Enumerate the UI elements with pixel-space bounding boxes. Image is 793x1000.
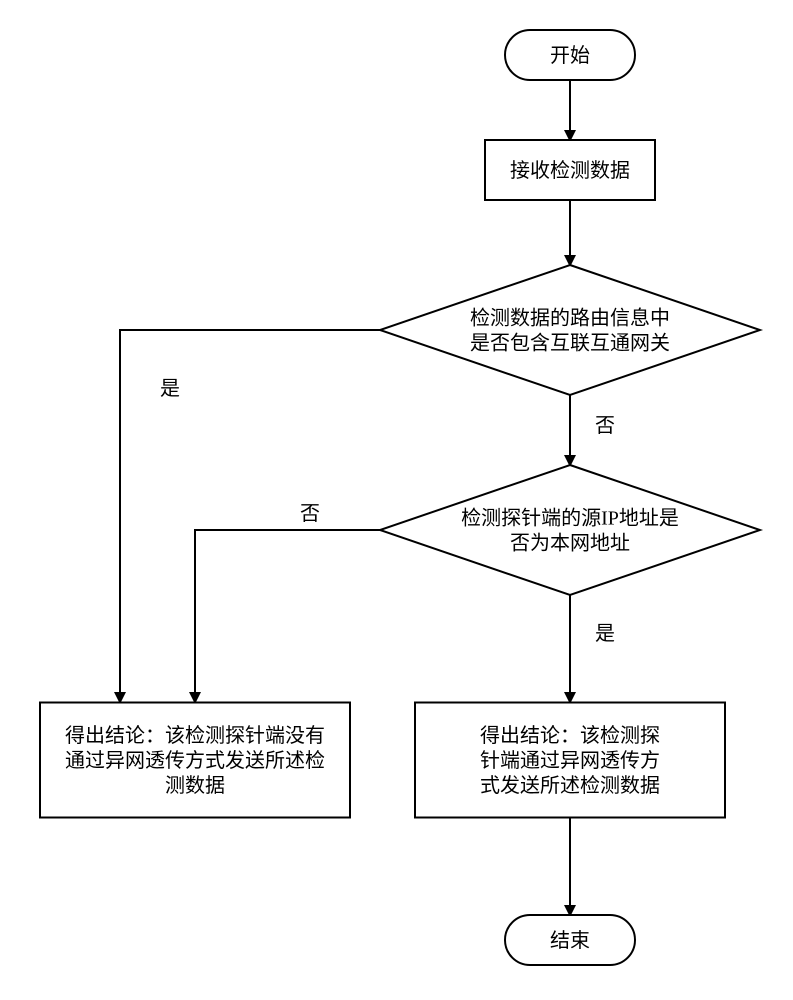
label-start: 开始 [550, 44, 590, 67]
node-d2 [380, 465, 760, 595]
edge-label-d1-concl_no: 是 [160, 378, 180, 400]
label-concl_yes: 得出结论：该检测探针端通过异网透传方式发送所述检测数据 [480, 724, 660, 797]
edge-label-d2-concl_no: 否 [300, 503, 320, 525]
edge-d2-concl_no [195, 530, 380, 702]
label-end: 结束 [550, 929, 590, 952]
edge-label-d2-concl_yes: 是 [595, 623, 615, 645]
edge-label-d1-d2: 否 [595, 415, 615, 437]
edge-d1-concl_no [120, 330, 380, 702]
node-d1 [380, 265, 760, 395]
label-recv: 接收检测数据 [510, 159, 630, 182]
